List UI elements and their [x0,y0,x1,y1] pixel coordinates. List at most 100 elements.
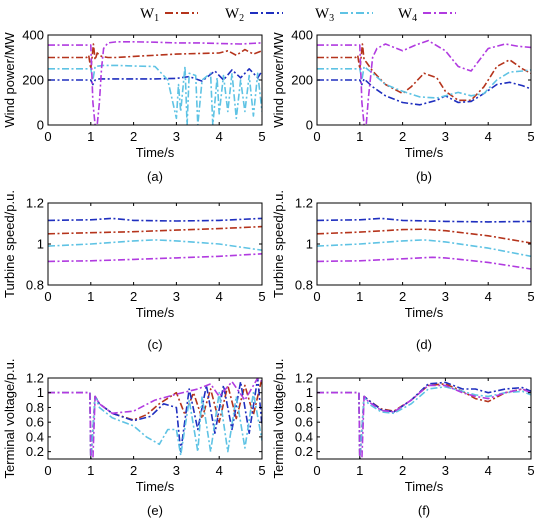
x-tick-label: 3 [173,289,180,304]
x-tick-label: 2 [399,463,406,478]
x-tick-label: 5 [527,129,534,144]
series-line [48,43,262,70]
x-tick-label: 2 [130,463,137,478]
series-line [317,39,531,125]
panels: 0 1 2 3 4 5 0 200 400 Time/s Wind power/MW (a) 0 1 2 3 4… [2,28,535,519]
x-axis-label: Time/s [405,479,444,494]
series-line [317,381,531,459]
panel-label: (b) [416,169,432,184]
x-tick-label: 1 [356,463,363,478]
x-tick-label: 0 [313,129,320,144]
series-line [48,64,262,125]
y-tick-label: 200 [291,73,313,88]
x-tick-label: 1 [356,129,363,144]
y-tick-label: 1 [37,385,44,400]
x-tick-label: 4 [216,129,223,144]
x-tick-label: 5 [258,289,265,304]
legend-label: W2 [225,6,244,24]
y-tick-label: 0.4 [295,429,313,444]
y-tick-label: 1 [306,385,313,400]
x-tick-label: 3 [442,463,449,478]
series-line [317,43,531,102]
y-tick-label: 0.8 [26,278,44,293]
y-axis-label: Turbine speed/p.u. [2,190,17,298]
x-axis-label: Time/s [136,305,175,320]
x-tick-label: 1 [356,289,363,304]
series-line [48,217,262,222]
series-line [48,225,262,235]
series-group [48,40,262,125]
panel-label: (f) [418,503,430,518]
series-line [317,217,531,223]
legend-label-sub: 2 [239,13,244,24]
x-tick-label: 2 [399,289,406,304]
series-group [48,378,262,459]
series-line [48,378,262,459]
x-tick-label: 4 [485,463,492,478]
series-line [48,378,262,459]
series-group [317,381,531,459]
y-axis-label: Wind power/MW [271,32,286,128]
y-tick-label: 0.8 [26,400,44,415]
x-tick-label: 0 [44,289,51,304]
x-tick-label: 0 [313,289,320,304]
y-tick-label: 1.2 [295,196,313,211]
legend-label-sub: 1 [154,13,159,24]
series-line [317,78,531,106]
series-line [48,40,262,125]
series-line [317,239,531,258]
series-line [317,228,531,244]
panel-label: (e) [147,503,163,518]
x-axis-label: Time/s [405,305,444,320]
y-tick-label: 1.2 [26,196,44,211]
legend-label-sub: 4 [412,13,417,24]
x-tick-label: 2 [130,289,137,304]
x-axis-label: Time/s [405,145,444,160]
x-tick-label: 4 [216,289,223,304]
y-tick-label: 0.8 [295,278,313,293]
y-tick-label: 0.6 [295,415,313,430]
legend-label-base: W [398,6,413,22]
y-tick-label: 1 [306,237,313,252]
y-tick-label: 0.4 [26,429,44,444]
subplot: 0 1 2 3 4 5 0.8 1 1.2 Time/s Turbine speed/p.u. (c) [2,190,266,352]
axes-frame [316,377,532,460]
x-tick-label: 4 [216,463,223,478]
x-tick-label: 2 [130,129,137,144]
legend-label-base: W [225,6,240,22]
y-tick-label: 0.2 [295,444,313,459]
y-tick-label: 1.2 [295,371,313,386]
legend-label-base: W [140,6,155,22]
y-tick-label: 0.2 [26,444,44,459]
x-tick-label: 3 [173,129,180,144]
x-tick-label: 5 [258,129,265,144]
y-tick-label: 0.8 [295,400,313,415]
axes-frame [47,377,263,460]
y-tick-label: 200 [22,73,44,88]
x-tick-label: 1 [87,463,94,478]
series-group [48,217,262,263]
y-tick-label: 1 [37,237,44,252]
y-axis-label: Wind power/MW [2,32,17,128]
legend-label: W1 [140,6,159,24]
y-tick-label: 1.2 [26,371,44,386]
panel-label: (a) [147,169,163,184]
x-tick-label: 3 [173,463,180,478]
panel-label: (c) [147,337,162,352]
x-tick-label: 5 [258,463,265,478]
x-tick-label: 5 [527,463,534,478]
y-tick-label: 400 [291,28,313,43]
subplot: 0 1 2 3 4 5 0.8 1 1.2 Time/s Turbine speed/p.u. (d) [271,190,535,352]
x-tick-label: 3 [442,289,449,304]
y-axis-label: Turbine speed/p.u. [271,190,286,298]
series-group [317,217,531,270]
y-axis-label: Terminal voltage/p.u. [2,359,17,479]
x-tick-label: 2 [399,129,406,144]
x-tick-label: 0 [44,129,51,144]
subplot: 0 1 2 3 4 5 0 200 400 Time/s Wind power/MW (b) [271,28,535,185]
series-line [48,253,262,263]
series-group [317,39,531,125]
